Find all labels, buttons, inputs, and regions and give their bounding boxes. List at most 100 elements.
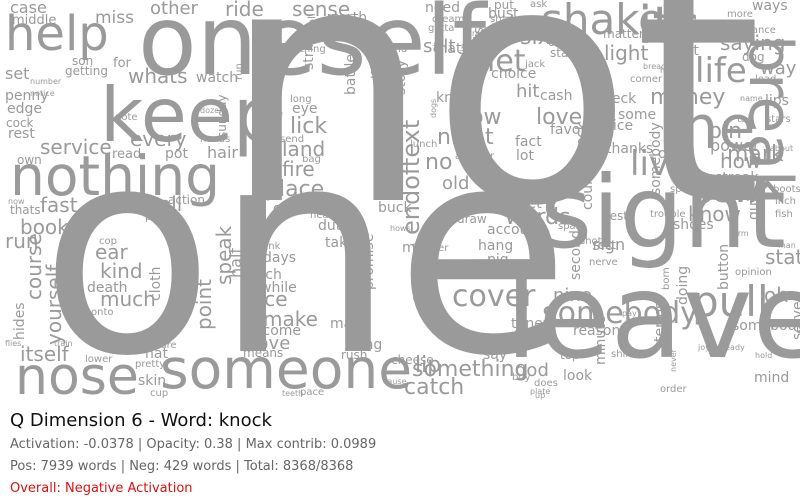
cloud-word: set: [5, 64, 30, 83]
cloud-word: shadow: [490, 14, 529, 25]
cloud-word: some: [618, 107, 657, 123]
cloud-word: fish: [775, 209, 793, 220]
cloud-word: oh: [764, 283, 789, 307]
cloud-word: salt: [423, 36, 456, 57]
cloud-word: trouble: [650, 209, 686, 220]
cloud-word: about: [770, 144, 794, 153]
cloud-word: man: [778, 241, 796, 250]
cloud-word: cup: [150, 388, 169, 399]
cloud-word: blow: [450, 105, 502, 130]
cloud-word: against: [499, 178, 508, 208]
cloud-word: beyond: [370, 44, 408, 55]
cloud-word: spirit: [670, 184, 696, 195]
cloud-word: say: [483, 347, 508, 363]
word-cloud: not one oneself leave sight keep nothing someon…: [5, 0, 800, 403]
cloud-word: cheese: [391, 353, 434, 367]
cloud-word: best: [602, 209, 628, 223]
cloud-word: dozen: [200, 106, 225, 115]
cloud-word: flies: [5, 339, 22, 348]
cloud-word: nose: [15, 347, 139, 403]
cloud-word: drink: [255, 241, 281, 252]
cloud-word: edge: [7, 101, 42, 117]
cloud-word: night: [437, 125, 494, 150]
cloud-word: power: [710, 136, 760, 155]
cloud-word: land: [282, 137, 326, 161]
cloud-word: thing: [300, 44, 326, 55]
cloud-word: call: [148, 192, 183, 216]
cloud-word: sunday: [215, 94, 229, 138]
cloud-word: pull: [692, 277, 769, 326]
cloud-word: take: [325, 235, 356, 251]
cloud-word: account: [487, 222, 543, 238]
cloud-word: dog: [742, 50, 765, 64]
cloud-word: ask: [530, 0, 548, 10]
cloud-word: mouth: [240, 254, 266, 263]
cloud-word: one: [40, 87, 571, 403]
cloud-word: much: [100, 287, 156, 311]
cloud-word: own: [17, 153, 42, 167]
cloud-word: leave: [505, 247, 800, 385]
cloud-word: pig: [487, 252, 509, 268]
cloud-word: for: [113, 56, 131, 71]
cloud-word: that: [433, 41, 462, 57]
cloud-word: kind: [100, 259, 143, 283]
cloud-word: ways: [752, 0, 788, 14]
cloud-word: no: [425, 150, 453, 175]
cloud-word: hair: [207, 143, 238, 162]
cloud-word: action: [168, 193, 205, 207]
cloud-word: oneself: [138, 0, 487, 97]
cloud-word: shirt: [611, 349, 634, 360]
cloud-word: nothing: [10, 144, 220, 208]
cloud-word: skin: [138, 373, 167, 389]
cloud-word: look: [563, 368, 593, 384]
cloud-word: sign: [592, 235, 626, 254]
cloud-word: quite: [746, 184, 762, 220]
cloud-word: move: [240, 333, 291, 354]
cloud-word: another: [455, 151, 495, 162]
cloud-word: life: [695, 51, 747, 91]
cloud-word: teeth: [282, 389, 304, 398]
cloud-word: sight: [540, 154, 786, 271]
cloud-word: how: [720, 149, 762, 173]
cloud-word: corner: [630, 74, 663, 85]
cloud-word: money: [650, 85, 726, 110]
cloud-word: ear: [95, 240, 128, 264]
cloud-word: means: [243, 346, 284, 360]
cloud-word: case: [10, 0, 47, 17]
cloud-word: need: [425, 0, 460, 16]
cloud-word: button: [716, 243, 732, 290]
cloud-word: train: [54, 339, 73, 348]
cloud-word: matter: [603, 27, 644, 41]
cloud-word: lick: [290, 114, 328, 139]
cloud-word: cover: [452, 279, 536, 314]
cloud-word: rest: [593, 238, 617, 252]
cloud-word: bring: [346, 337, 383, 353]
cloud-word: mark: [727, 142, 784, 167]
cloud-word: itself: [20, 342, 69, 366]
cloud-word: notice: [30, 89, 55, 98]
cloud-word: lot: [516, 148, 534, 164]
cloud-word: little: [265, 109, 283, 118]
cloud-word: somebody: [542, 296, 698, 331]
cloud-word: does: [534, 378, 558, 389]
word-counts: Pos: 7939 words | Neg: 429 words | Total…: [10, 459, 354, 474]
cloud-word: slip: [459, 42, 470, 60]
cloud-word: rush: [341, 348, 368, 362]
cloud-word: suck: [370, 66, 402, 82]
cloud-word: debt: [667, 43, 699, 59]
cloud-word: mind: [754, 370, 790, 386]
cloud-word: me: [660, 93, 756, 163]
cloud-word: up: [535, 391, 546, 400]
cloud-word: light: [604, 41, 649, 65]
activation-stats: Activation: -0.0378 | Opacity: 0.38 | Ma…: [10, 437, 377, 452]
cloud-word: whats: [128, 64, 188, 88]
cloud-word: fire: [282, 157, 315, 181]
cloud-word: inch: [775, 196, 796, 207]
cloud-word: rest: [8, 126, 35, 142]
cloud-word: book: [20, 215, 69, 239]
cloud-word: stars: [766, 114, 791, 125]
cloud-word: old: [442, 173, 470, 194]
cloud-word: new: [690, 171, 761, 211]
cloud-word: death: [87, 280, 128, 296]
cloud-word: story: [393, 59, 409, 95]
